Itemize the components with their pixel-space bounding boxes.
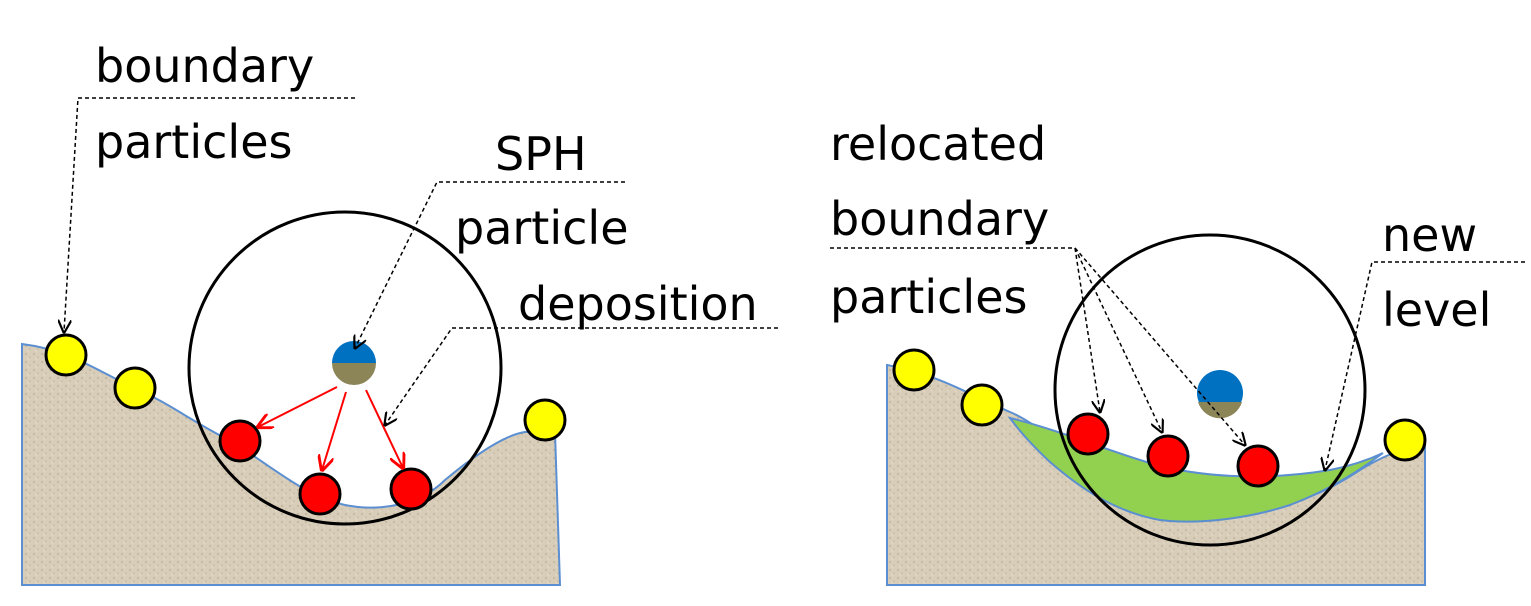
boundary-particle (1383, 418, 1427, 462)
leader-relocated-to-particle (1074, 247, 1100, 412)
label-new-line1: new (1382, 208, 1477, 262)
boundary-particle (113, 366, 157, 410)
kernel-circle-right (1053, 233, 1367, 547)
sph-particle-left (332, 341, 376, 385)
leader-relocated-to-particle (1074, 247, 1245, 445)
left-panel: boundary particles SPH particle depositi… (21, 39, 778, 586)
boundary-particle (44, 333, 88, 377)
boundary-particle (892, 348, 936, 392)
leader-boundary (64, 97, 355, 332)
label-relocated-line2: boundary (830, 192, 1049, 246)
relocated-boundary-particle (1236, 444, 1280, 488)
deposition-arrow (258, 386, 338, 427)
label-boundary-line2: particles (95, 115, 292, 169)
leader-deposition (385, 327, 778, 425)
label-relocated-line1: relocated (830, 117, 1046, 171)
boundary-particle-in-kernel (298, 472, 342, 516)
deposition-arrow (365, 389, 403, 468)
label-relocated-line3: particles (830, 270, 1027, 324)
label-new-line2: level (1382, 283, 1491, 337)
terrain-left (21, 342, 562, 586)
right-panel: relocated boundary particles new level (830, 117, 1525, 586)
boundary-particle-in-kernel (218, 419, 262, 463)
label-sph-line2: particle (455, 201, 629, 255)
relocated-boundary-particle (1066, 412, 1110, 456)
label-boundary-line1: boundary (95, 39, 314, 93)
boundary-particle-in-kernel (389, 467, 433, 511)
leader-new-level (1325, 261, 1525, 470)
sph-particle-right (1197, 370, 1243, 419)
label-deposition: deposition (518, 277, 758, 331)
relocated-boundary-particle (1146, 434, 1190, 478)
leader-relocated-to-particle (1074, 247, 1162, 432)
boundary-particle (523, 398, 567, 442)
leader-sph (355, 181, 625, 348)
kernel-circle-left (187, 210, 503, 526)
deposition-arrow (322, 391, 347, 470)
label-sph-line1: SPH (495, 127, 587, 181)
boundary-particle (960, 383, 1004, 427)
